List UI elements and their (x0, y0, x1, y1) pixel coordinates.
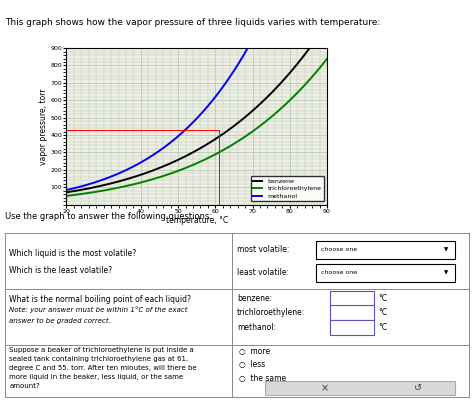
Text: Use the graph to answer the following questions:: Use the graph to answer the following qu… (5, 212, 212, 221)
Text: methanol:: methanol: (237, 323, 276, 332)
FancyBboxPatch shape (330, 320, 374, 334)
X-axis label: temperature, °C: temperature, °C (165, 217, 228, 225)
Text: sealed tank containing trichloroethylene gas at 61.: sealed tank containing trichloroethylene… (9, 356, 189, 362)
Text: What is the normal boiling point of each liquid?: What is the normal boiling point of each… (9, 295, 191, 304)
Text: most volatile:: most volatile: (237, 245, 289, 253)
Text: °C: °C (379, 308, 388, 317)
Text: ×: × (320, 383, 329, 393)
FancyBboxPatch shape (330, 305, 374, 320)
FancyBboxPatch shape (316, 241, 456, 259)
Text: This graph shows how the vapor pressure of three liquids varies with temperature: This graph shows how the vapor pressure … (5, 18, 380, 26)
Text: choose one: choose one (320, 270, 357, 275)
FancyBboxPatch shape (316, 264, 456, 282)
Text: Which is the least volatile?: Which is the least volatile? (9, 266, 112, 275)
Text: choose one: choose one (320, 247, 357, 252)
Text: amount?: amount? (9, 383, 40, 389)
Text: Which liquid is the most volatile?: Which liquid is the most volatile? (9, 249, 137, 259)
Text: Note: your answer must be within 1°C of the exact: Note: your answer must be within 1°C of … (9, 306, 188, 313)
Text: ▼: ▼ (444, 247, 448, 252)
Y-axis label: vapor pressure, torr: vapor pressure, torr (39, 88, 48, 164)
Text: Suppose a beaker of trichloroethylene is put inside a: Suppose a beaker of trichloroethylene is… (9, 347, 194, 353)
Text: more liquid in the beaker, less liquid, or the same: more liquid in the beaker, less liquid, … (9, 374, 183, 380)
Text: ○  the same: ○ the same (239, 374, 286, 383)
Text: ○  more: ○ more (239, 347, 271, 356)
Text: ○  less: ○ less (239, 360, 265, 369)
Text: answer to be graded correct.: answer to be graded correct. (9, 318, 111, 324)
Text: benzene:: benzene: (237, 294, 272, 303)
Text: degree C and 55. torr. After ten minutes, will there be: degree C and 55. torr. After ten minutes… (9, 365, 197, 371)
Text: least volatile:: least volatile: (237, 267, 289, 277)
FancyBboxPatch shape (330, 291, 374, 306)
Legend: benzene, trichloroethylene, methanol: benzene, trichloroethylene, methanol (251, 176, 324, 201)
Text: ↺: ↺ (413, 383, 422, 393)
Text: °C: °C (379, 323, 388, 332)
Text: °C: °C (379, 294, 388, 303)
Text: trichloroethylene:: trichloroethylene: (237, 308, 305, 317)
FancyBboxPatch shape (265, 381, 456, 395)
Text: ▼: ▼ (444, 270, 448, 275)
